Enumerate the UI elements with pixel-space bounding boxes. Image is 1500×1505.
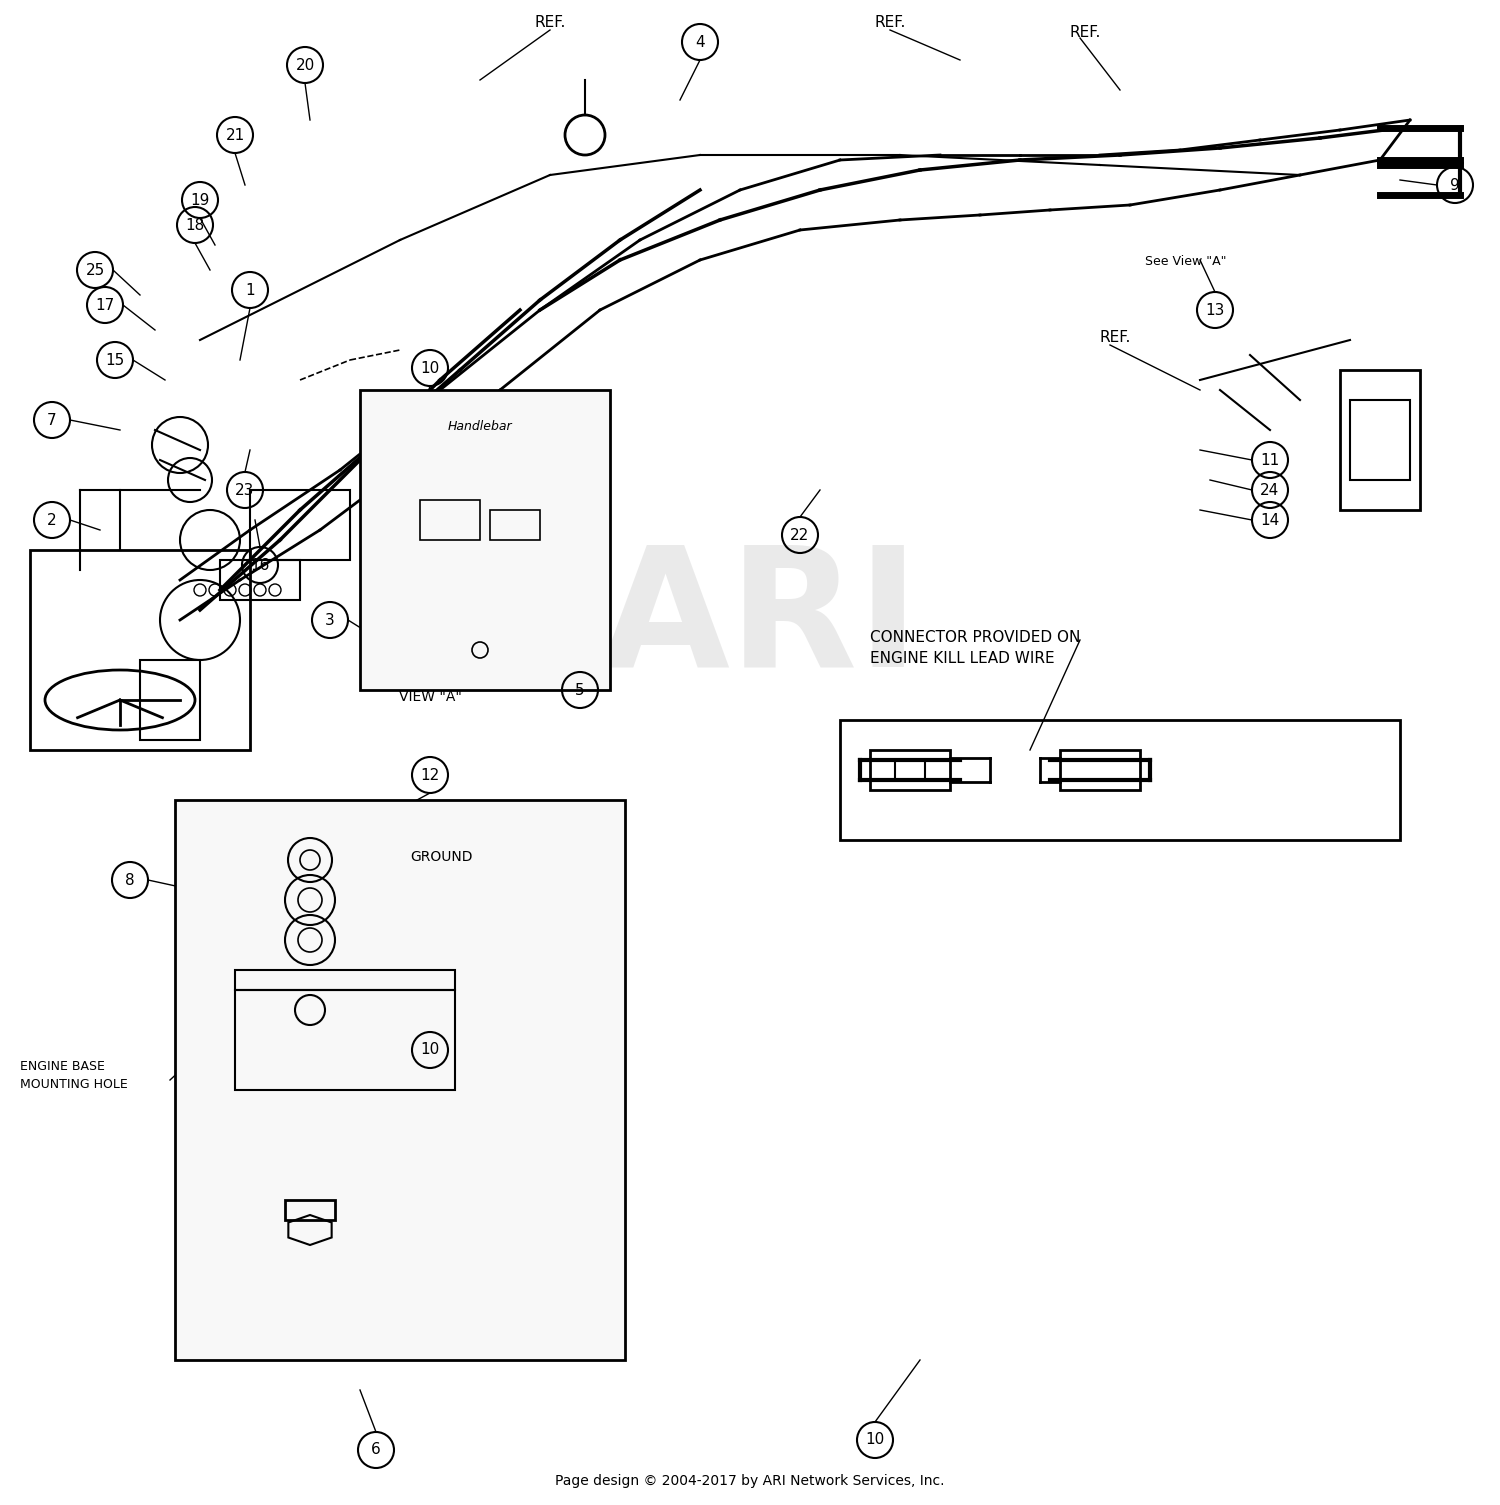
Text: 20: 20 xyxy=(296,57,315,72)
Text: 15: 15 xyxy=(105,352,125,367)
Text: GROUND: GROUND xyxy=(410,850,472,864)
Text: 18: 18 xyxy=(186,218,204,232)
Text: ARI: ARI xyxy=(600,539,920,701)
Text: 4: 4 xyxy=(694,35,705,50)
Bar xyxy=(360,390,610,689)
Text: 7: 7 xyxy=(46,412,57,427)
Text: 17: 17 xyxy=(96,298,114,313)
Bar xyxy=(251,491,350,560)
Text: 3: 3 xyxy=(326,613,334,628)
Text: 10: 10 xyxy=(865,1433,885,1448)
Text: 11: 11 xyxy=(1260,453,1280,468)
Text: 22: 22 xyxy=(790,527,810,542)
Bar xyxy=(490,510,540,540)
Bar xyxy=(140,661,200,740)
Text: 24: 24 xyxy=(1260,483,1280,498)
Text: 8: 8 xyxy=(124,873,135,888)
Text: See View "A": See View "A" xyxy=(1144,254,1227,268)
Text: 5: 5 xyxy=(574,682,585,697)
Text: VIEW "A": VIEW "A" xyxy=(399,689,462,704)
Text: REF.: REF. xyxy=(536,15,567,30)
Bar xyxy=(236,990,454,1090)
Text: ENGINE BASE
MOUNTING HOLE: ENGINE BASE MOUNTING HOLE xyxy=(20,1060,128,1091)
Text: 9: 9 xyxy=(1450,178,1460,193)
Text: 1: 1 xyxy=(244,283,255,298)
Bar xyxy=(896,760,926,780)
Bar xyxy=(1060,749,1140,790)
Bar xyxy=(220,560,300,600)
Text: 13: 13 xyxy=(1206,303,1224,318)
Text: REF.: REF. xyxy=(1100,330,1131,345)
Text: 10: 10 xyxy=(420,1043,440,1058)
Bar xyxy=(176,801,626,1361)
Bar xyxy=(840,719,1400,840)
Bar xyxy=(285,1199,334,1221)
Text: CONNECTOR PROVIDED ON
ENGINE KILL LEAD WIRE: CONNECTOR PROVIDED ON ENGINE KILL LEAD W… xyxy=(870,631,1080,667)
Text: 2: 2 xyxy=(46,513,57,527)
Bar xyxy=(30,549,251,749)
Bar xyxy=(1340,370,1420,510)
Text: 6: 6 xyxy=(370,1442,381,1457)
Text: Handlebar: Handlebar xyxy=(447,420,513,433)
Text: 12: 12 xyxy=(420,768,440,783)
Bar xyxy=(420,500,480,540)
Text: 10: 10 xyxy=(420,361,440,376)
Text: 14: 14 xyxy=(1260,513,1280,527)
Bar xyxy=(236,971,454,990)
Text: 23: 23 xyxy=(236,483,255,498)
Text: REF.: REF. xyxy=(874,15,906,30)
Bar xyxy=(1350,400,1410,480)
Text: 21: 21 xyxy=(225,128,245,143)
Text: 16: 16 xyxy=(251,557,270,572)
Text: 19: 19 xyxy=(190,193,210,208)
Text: Page design © 2004-2017 by ARI Network Services, Inc.: Page design © 2004-2017 by ARI Network S… xyxy=(555,1473,945,1488)
Text: 25: 25 xyxy=(86,262,105,277)
Bar xyxy=(870,749,950,790)
Text: REF.: REF. xyxy=(1070,26,1101,41)
